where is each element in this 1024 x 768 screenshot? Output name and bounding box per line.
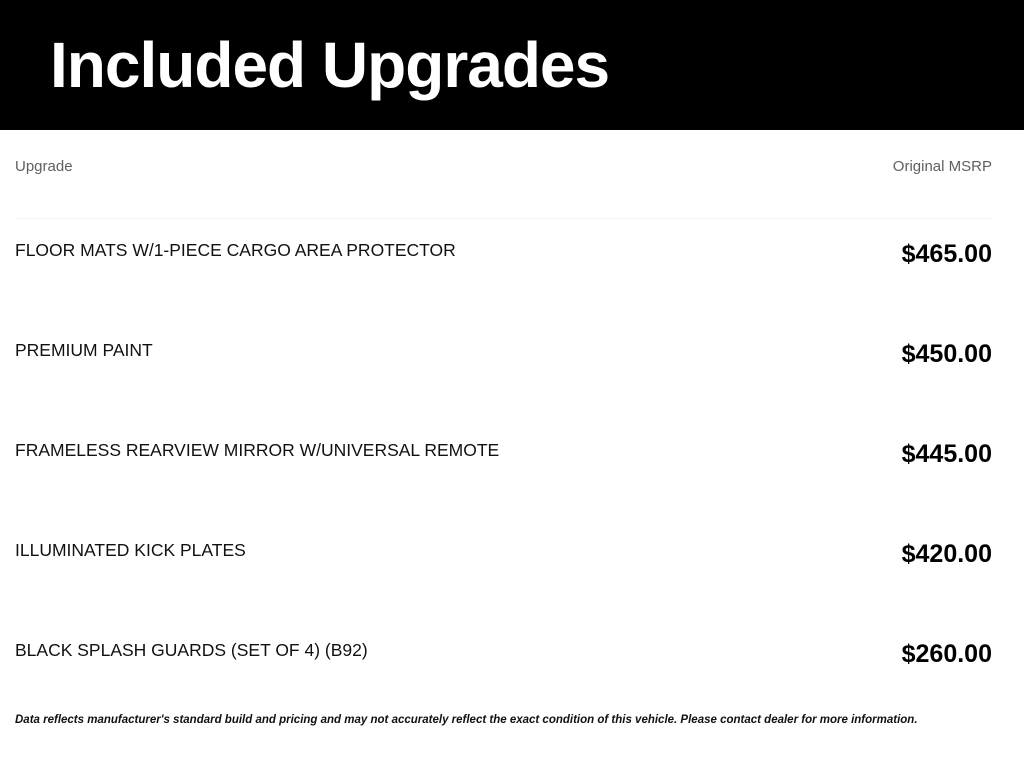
table-row: ILLUMINATED KICK PLATES $420.00	[15, 500, 992, 600]
upgrade-name: BLACK SPLASH GUARDS (SET OF 4) (B92)	[15, 639, 368, 660]
upgrade-name: ILLUMINATED KICK PLATES	[15, 539, 246, 560]
table-row: PREMIUM PAINT $450.00	[15, 300, 992, 400]
upgrade-name: FRAMELESS REARVIEW MIRROR W/UNIVERSAL RE…	[15, 439, 500, 460]
upgrade-price: $465.00	[901, 240, 992, 268]
upgrade-name: FLOOR MATS W/1-PIECE CARGO AREA PROTECTO…	[15, 239, 456, 260]
table-row: BLACK SPLASH GUARDS (SET OF 4) (B92) $26…	[15, 600, 992, 700]
column-header-upgrade: Upgrade	[15, 158, 73, 175]
table-body: FLOOR MATS W/1-PIECE CARGO AREA PROTECTO…	[15, 200, 992, 700]
upgrade-price: $450.00	[901, 340, 992, 368]
upgrade-price: $445.00	[901, 440, 992, 468]
header-divider	[15, 218, 992, 219]
table-row: FRAMELESS REARVIEW MIRROR W/UNIVERSAL RE…	[15, 400, 992, 500]
upgrade-name: PREMIUM PAINT	[15, 339, 153, 360]
upgrade-price: $260.00	[901, 640, 992, 668]
column-header-original-msrp: Original MSRP	[892, 158, 992, 175]
table-column-headers: Upgrade Original MSRP	[15, 158, 992, 180]
page-title: Included Upgrades	[50, 29, 610, 101]
page-header-band: Included Upgrades	[0, 0, 1024, 130]
upgrade-price: $420.00	[901, 540, 992, 568]
table-row: FLOOR MATS W/1-PIECE CARGO AREA PROTECTO…	[15, 200, 992, 300]
disclaimer-text: Data reflects manufacturer's standard bu…	[15, 714, 918, 726]
upgrades-table: Upgrade Original MSRP FLOOR MATS W/1-PIE…	[0, 130, 1024, 690]
